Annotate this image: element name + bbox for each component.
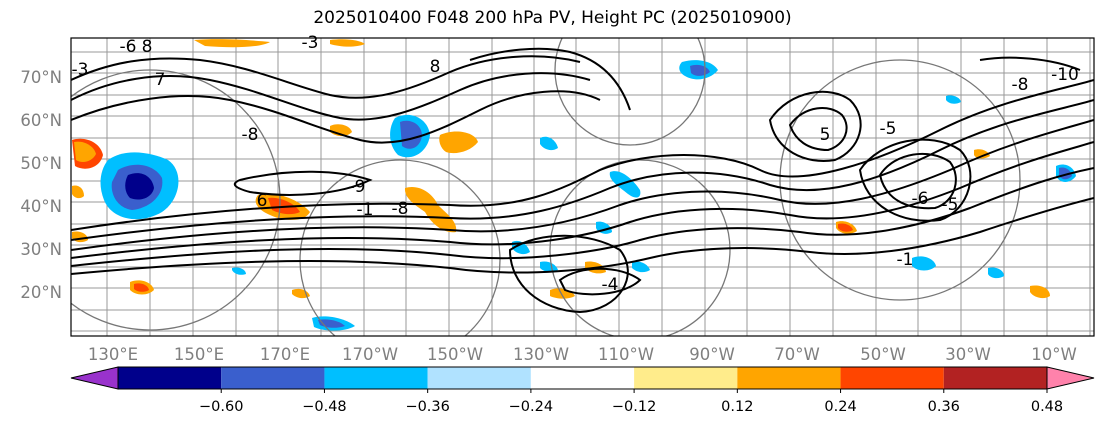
pv-blob bbox=[125, 173, 154, 200]
pv-blob bbox=[400, 120, 422, 149]
latitude-labels: 20°N 30°N 40°N 50°N 60°N 70°N bbox=[20, 68, 62, 302]
colorbar-extend-min bbox=[70, 366, 119, 390]
contour-label: -6 bbox=[912, 189, 929, 209]
lon-label: 150°E bbox=[174, 345, 224, 364]
lon-label: 30°W bbox=[945, 345, 991, 364]
plot-frame bbox=[70, 37, 1095, 337]
contour-label: -3 bbox=[72, 60, 89, 80]
colorbar-segment bbox=[427, 367, 531, 389]
lat-label: 50°N bbox=[20, 154, 62, 173]
lon-label: 170°W bbox=[342, 345, 398, 364]
contour-label: -9 bbox=[349, 177, 366, 197]
contour-label: -1 bbox=[357, 200, 374, 220]
colorbar-tick-label: 0.24 bbox=[824, 399, 856, 415]
lon-label: 130°W bbox=[513, 345, 569, 364]
contour-label: -8 bbox=[242, 125, 259, 145]
colorbar-tick-label: 0.12 bbox=[721, 399, 753, 415]
colorbar-tick-label: −0.48 bbox=[302, 399, 346, 415]
colorbar-segment bbox=[221, 367, 325, 389]
contour-label: -1 bbox=[897, 250, 914, 270]
colorbar-segment bbox=[634, 367, 738, 389]
colorbar-segment bbox=[324, 367, 428, 389]
contour-label: -8 bbox=[392, 199, 409, 219]
pv-blob bbox=[974, 149, 990, 159]
contour-label: -5 bbox=[942, 195, 959, 215]
colorbar-tick-label: −0.24 bbox=[509, 399, 553, 415]
contour-label: 8 bbox=[142, 37, 153, 57]
pv-blob bbox=[540, 136, 558, 151]
contour-label: 8 bbox=[430, 57, 441, 77]
contour-label: -6 bbox=[120, 37, 137, 57]
pv-anomaly-shading bbox=[72, 39, 1076, 331]
contour-labels: -6 8 -387-8 5 -5-10-9-86 -1-6 -5-8-1-4-3 bbox=[72, 33, 1079, 295]
lat-label: 60°N bbox=[20, 111, 62, 130]
colorbar-tick-label: 0.36 bbox=[928, 399, 960, 415]
lon-label: 50°W bbox=[860, 345, 906, 364]
pv-blob bbox=[330, 39, 365, 47]
lat-label: 30°N bbox=[20, 240, 62, 259]
pv-blob bbox=[439, 131, 478, 154]
colorbar bbox=[70, 366, 1095, 390]
contour-label: -8 bbox=[1012, 75, 1029, 95]
pv-blob bbox=[946, 95, 961, 104]
pv-blob bbox=[74, 141, 96, 162]
lon-label: 170°E bbox=[260, 345, 310, 364]
pv-blob bbox=[988, 267, 1004, 279]
colorbar-ticks: −0.60 −0.48 −0.36 −0.24 −0.12 0.12 0.24 0.36 0.4… bbox=[199, 389, 1063, 415]
contour-label: 6 bbox=[257, 191, 268, 211]
lon-label: 130°E bbox=[88, 345, 138, 364]
lon-label: 10°W bbox=[1031, 345, 1077, 364]
pv-blob bbox=[838, 223, 853, 232]
lat-label: 40°N bbox=[20, 197, 62, 216]
contour-label: -10 bbox=[1051, 65, 1079, 85]
colorbar-tick-label: −0.36 bbox=[405, 399, 449, 415]
contour-label: -3 bbox=[302, 33, 319, 53]
pv-blob bbox=[1030, 285, 1050, 299]
colorbar-segment bbox=[943, 367, 1047, 389]
contour-label: -5 bbox=[880, 119, 897, 139]
lon-label: 110°W bbox=[598, 345, 654, 364]
height-contours bbox=[71, 47, 1094, 314]
contour-label: 7 bbox=[155, 70, 166, 90]
pv-blob bbox=[404, 186, 457, 233]
pv-blob bbox=[540, 261, 558, 273]
map-title: 2025010400 F048 200 hPa PV, Height PC (2… bbox=[313, 8, 792, 28]
lat-label: 20°N bbox=[20, 283, 62, 302]
colorbar-segment bbox=[737, 367, 841, 389]
lat-label: 70°N bbox=[20, 68, 62, 87]
contour-label: -4 bbox=[602, 275, 619, 295]
colorbar-extend-max bbox=[1046, 366, 1095, 390]
pv-blob bbox=[912, 256, 936, 271]
colorbar-segment bbox=[840, 367, 944, 389]
lon-label: 70°W bbox=[774, 345, 820, 364]
pv-blob bbox=[72, 185, 84, 199]
pv-blob bbox=[134, 283, 149, 292]
pv-blob bbox=[194, 39, 270, 48]
pv-blob bbox=[609, 171, 641, 198]
colorbar-tick-label: −0.60 bbox=[199, 399, 243, 415]
longitude-labels: 130°E 150°E 170°E 170°W 150°W 130°W 110°W 90°W 7… bbox=[88, 345, 1077, 364]
pv-blob bbox=[232, 267, 246, 275]
pv-blob bbox=[632, 261, 650, 273]
colorbar-segment bbox=[530, 367, 635, 389]
colorbar-frame bbox=[117, 366, 1048, 390]
reference-circles bbox=[71, 38, 1021, 336]
colorbar-segment bbox=[118, 367, 222, 389]
lon-label: 150°W bbox=[427, 345, 483, 364]
colorbar-tick-label: 0.48 bbox=[1031, 399, 1063, 415]
colorbar-tick-label: −0.12 bbox=[612, 399, 656, 415]
lon-label: 90°W bbox=[689, 345, 735, 364]
contour-label: 5 bbox=[820, 125, 831, 145]
